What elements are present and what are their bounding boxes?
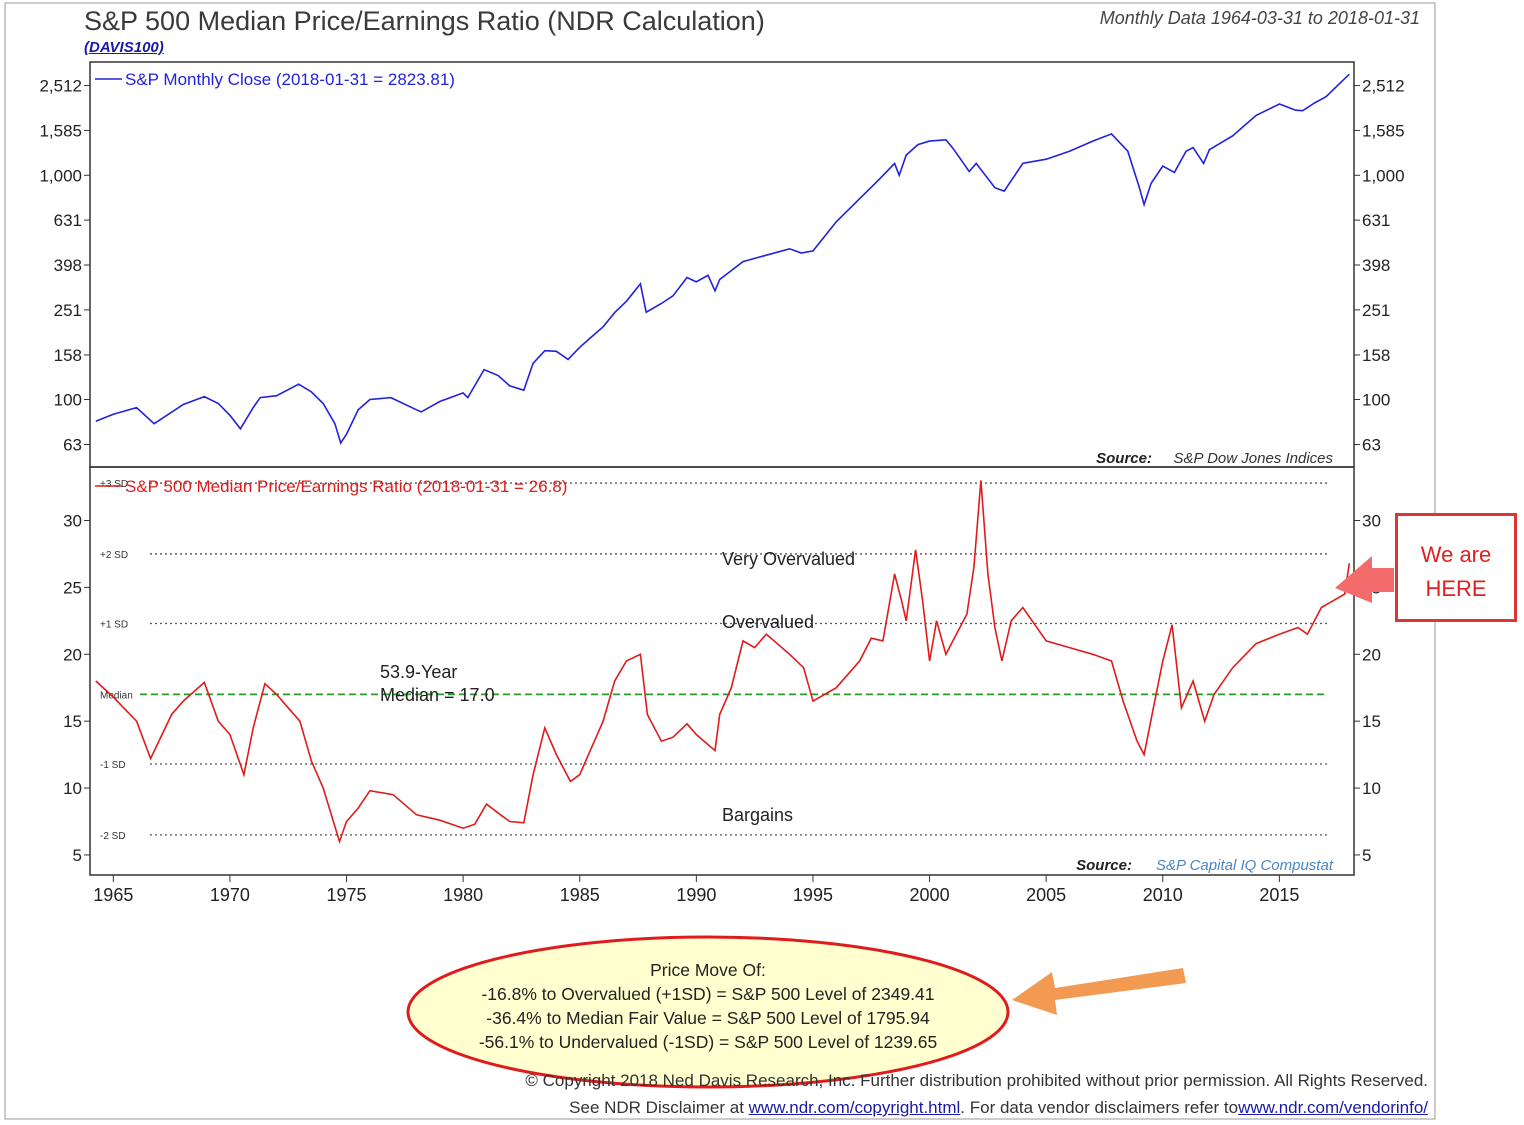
ticker-link[interactable]: (DAVIS100)	[84, 39, 164, 56]
top-y-tick-label-left: 158	[54, 346, 82, 365]
disclaimer-prefix: See NDR Disclaimer at	[569, 1098, 749, 1117]
sd-line-label: -1 SD	[100, 760, 126, 771]
bottom-panel-frame	[89, 466, 1355, 876]
pe-series-line	[95, 480, 1351, 845]
top-y-tick-label-right: 1,000	[1362, 166, 1405, 185]
red-arrow-icon	[1335, 556, 1394, 603]
zone-label-very-overvalued: Very Overvalued	[722, 549, 855, 569]
bottom-y-tick-label-left: 5	[73, 846, 82, 865]
sd-line-label: -2 SD	[100, 831, 126, 842]
orange-arrow-icon	[1012, 968, 1186, 1015]
disclaimer-middle: . For data vendor disclaimers refer to	[960, 1098, 1239, 1117]
price-move-heading: Price Move Of:	[650, 960, 766, 980]
top-panel-frame	[89, 61, 1355, 468]
sd-line-label: +3 SD	[100, 479, 128, 490]
top-y-tick-label-left: 398	[54, 256, 82, 275]
bottom-y-tick-label-left: 20	[63, 645, 82, 664]
top-source-label: Source:	[1096, 450, 1152, 467]
price-legend-label: S&P Monthly Close (2018-01-31 = 2823.81)	[125, 70, 455, 89]
vendor-info-link[interactable]: www.ndr.com/vendorinfo/	[1238, 1098, 1428, 1117]
bottom-y-tick-label-left: 25	[63, 578, 82, 597]
x-tick-label: 1980	[443, 885, 483, 905]
top-source-value: S&P Dow Jones Indices	[1173, 450, 1333, 467]
top-y-tick-label-left: 63	[63, 435, 82, 454]
top-y-tick-label-right: 100	[1362, 391, 1390, 410]
x-tick-label: 2005	[1026, 885, 1066, 905]
copyright-line: © Copyright 2018 Ned Davis Research, Inc…	[525, 1071, 1428, 1090]
here-line-1: We are	[1420, 542, 1492, 567]
top-y-tick-label-right: 1,585	[1362, 121, 1405, 140]
x-tick-label: 1975	[327, 885, 367, 905]
x-tick-label: 2000	[910, 885, 950, 905]
top-y-tick-label-right: 158	[1362, 346, 1390, 365]
sd-line-label: +2 SD	[100, 550, 128, 561]
bottom-y-tick-label-right: 10	[1362, 779, 1381, 798]
bottom-y-tick-label-left: 10	[63, 779, 82, 798]
bottom-y-tick-label-right: 20	[1362, 645, 1381, 664]
x-tick-label: 1985	[560, 885, 600, 905]
bottom-y-tick-label-left: 30	[63, 512, 82, 531]
top-y-tick-label-left: 1,000	[39, 166, 82, 185]
chart-title: S&P 500 Median Price/Earnings Ratio (NDR…	[84, 6, 765, 36]
bottom-y-tick-label-right: 30	[1362, 512, 1381, 531]
top-y-tick-label-left: 631	[54, 211, 82, 230]
median-note-line-2: Median = 17.0	[380, 685, 495, 705]
price-series-line	[95, 73, 1350, 445]
bottom-source-value: S&P Capital IQ Compustat	[1156, 857, 1334, 874]
bottom-y-tick-label-right: 5	[1362, 846, 1371, 865]
sd-line-label: +1 SD	[100, 620, 128, 631]
top-y-tick-label-right: 251	[1362, 301, 1390, 320]
price-move-overvalued: -16.8% to Overvalued (+1SD) = S&P 500 Le…	[481, 984, 935, 1004]
x-tick-label: 1965	[93, 885, 133, 905]
top-y-tick-label-left: 1,585	[39, 121, 82, 140]
bottom-y-tick-label-left: 15	[63, 712, 82, 731]
bottom-source-label: Source:	[1076, 857, 1132, 874]
top-y-tick-label-left: 2,512	[39, 77, 82, 96]
top-y-tick-label-right: 398	[1362, 256, 1390, 275]
here-line-2: HERE	[1425, 576, 1487, 601]
pe-legend-label: S&P 500 Median Price/Earnings Ratio (201…	[125, 477, 567, 496]
price-move-undervalued: -56.1% to Undervalued (-1SD) = S&P 500 L…	[478, 1032, 938, 1052]
median-line-label: Median	[100, 690, 133, 701]
price-move-callout: Price Move Of: -16.8% to Overvalued (+1S…	[410, 958, 1006, 1054]
price-move-median: -36.4% to Median Fair Value = S&P 500 Le…	[486, 1008, 930, 1028]
bottom-y-tick-label-right: 15	[1362, 712, 1381, 731]
x-tick-label: 2010	[1143, 885, 1183, 905]
top-y-tick-label-left: 251	[54, 301, 82, 320]
x-tick-label: 1970	[210, 885, 250, 905]
x-tick-label: 1990	[676, 885, 716, 905]
we-are-here-callout: We are HERE	[1395, 513, 1517, 622]
x-tick-label: 1995	[793, 885, 833, 905]
median-note-line-1: 53.9-Year	[380, 662, 457, 682]
date-range-subtitle: Monthly Data 1964-03-31 to 2018-01-31	[1099, 8, 1420, 28]
disclaimer-line: See NDR Disclaimer at www.ndr.com/copyri…	[569, 1098, 1428, 1118]
top-y-tick-label-right: 2,512	[1362, 77, 1405, 96]
top-y-tick-label-left: 100	[54, 391, 82, 410]
zone-label-overvalued: Overvalued	[722, 612, 814, 632]
top-y-tick-label-right: 631	[1362, 211, 1390, 230]
top-y-tick-label-right: 63	[1362, 435, 1381, 454]
copyright-link[interactable]: www.ndr.com/copyright.html	[748, 1098, 961, 1117]
zone-label-bargains: Bargains	[722, 805, 793, 825]
x-tick-label: 2015	[1259, 885, 1299, 905]
price-move-ellipse	[406, 935, 1010, 1089]
